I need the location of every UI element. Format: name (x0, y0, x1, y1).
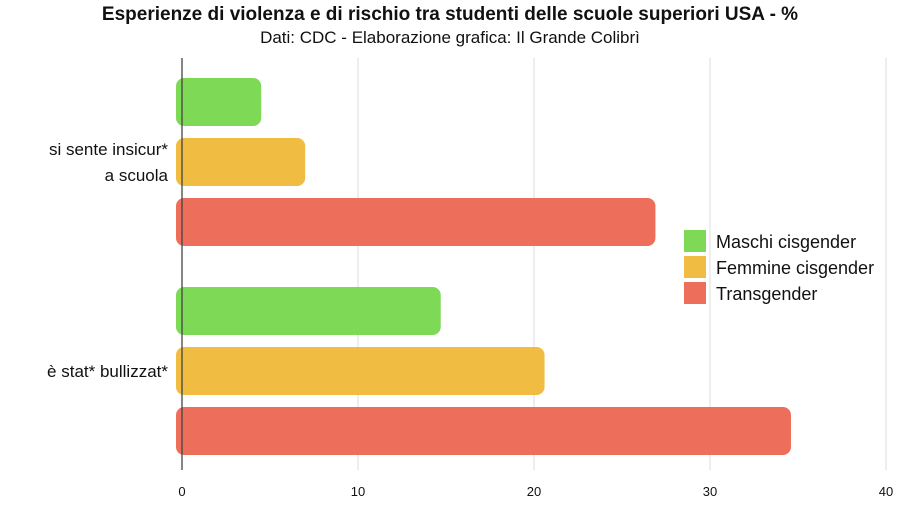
legend-label: Maschi cisgender (716, 232, 856, 252)
category-label: a scuola (105, 166, 169, 185)
category-label: è stat* bullizzat* (47, 362, 168, 381)
x-tick-label: 40 (879, 484, 893, 499)
bar (176, 138, 306, 186)
legend-label: Femmine cisgender (716, 258, 874, 278)
category-label: si sente insicur* (49, 140, 168, 159)
legend-swatch (684, 230, 706, 252)
bar (176, 78, 262, 126)
x-tick-label: 20 (527, 484, 541, 499)
chart-subtitle: Dati: CDC - Elaborazione grafica: Il Gra… (260, 28, 640, 47)
legend-swatch (684, 256, 706, 278)
legend-swatch (684, 282, 706, 304)
bar (176, 407, 791, 455)
bar (176, 198, 656, 246)
chart-title: Esperienze di violenza e di rischio tra … (101, 4, 799, 25)
legend-label: Transgender (716, 284, 817, 304)
x-tick-label: 30 (703, 484, 717, 499)
x-tick-label: 10 (351, 484, 365, 499)
bar (176, 287, 441, 335)
bar (176, 347, 545, 395)
x-tick-label: 0 (178, 484, 185, 499)
